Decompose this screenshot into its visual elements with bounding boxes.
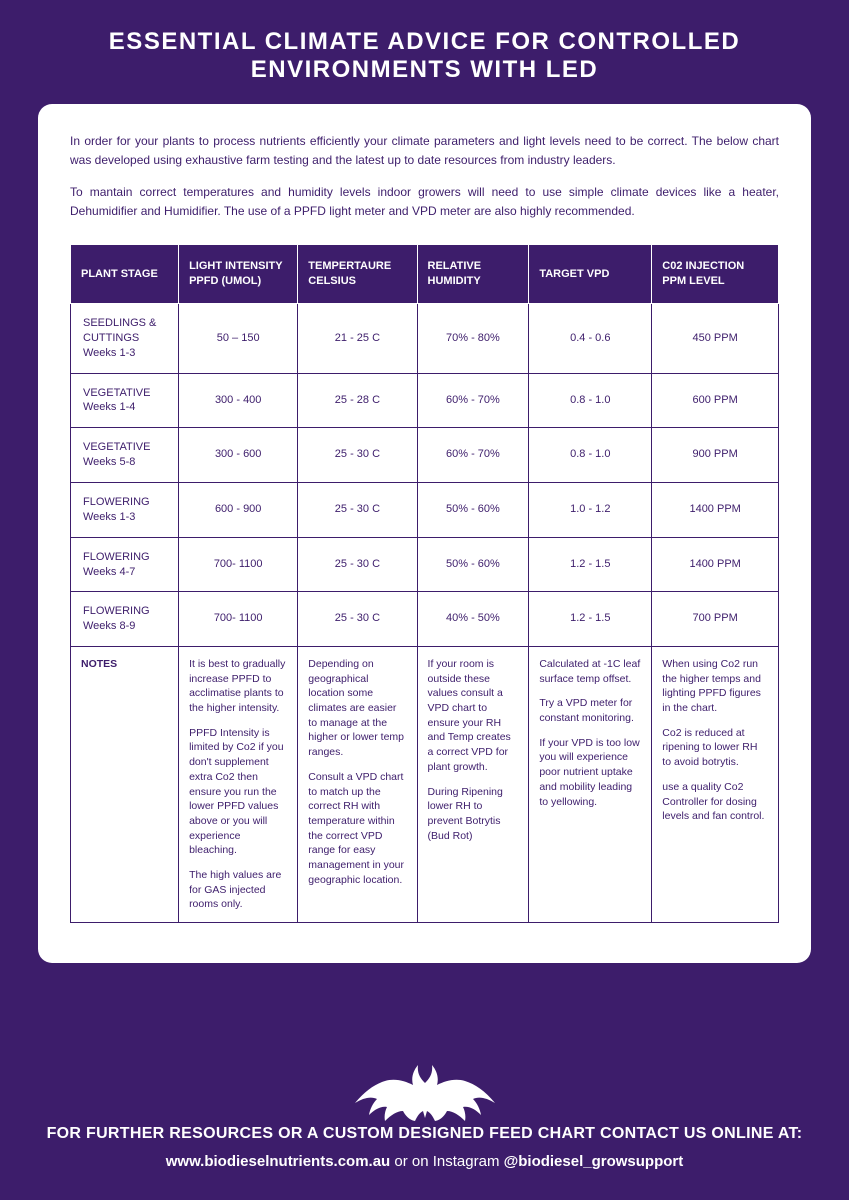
footer-connector: or on Instagram [390,1153,503,1170]
intro-paragraph-1: In order for your plants to process nutr… [70,132,779,169]
footer-heading: FOR FURTHER RESOURCES OR A CUSTOM DESIGN… [30,1125,819,1143]
cell-stage: SEEDLINGS & CUTTINGSWeeks 1-3 [71,304,179,374]
table-row: VEGETATIVEWeeks 5-8300 - 60025 - 30 C60%… [71,428,779,483]
cell-co2: 1400 PPM [652,482,779,537]
header-temp: TEMPERTAURE CELSIUS [298,245,417,304]
cell-stage: VEGETATIVEWeeks 1-4 [71,373,179,428]
cell-co2: 450 PPM [652,304,779,374]
cell-co2: 900 PPM [652,428,779,483]
cell-vpd: 1.2 - 1.5 [529,592,652,647]
table-row: VEGETATIVEWeeks 1-4300 - 40025 - 28 C60%… [71,373,779,428]
footer-handle: @biodiesel_growsupport [504,1153,684,1170]
cell-rh: 50% - 60% [417,482,529,537]
header-stage: PLANT STAGE [71,245,179,304]
intro-paragraph-2: To mantain correct temperatures and humi… [70,183,779,220]
cell-temp: 25 - 30 C [298,482,417,537]
cell-light: 300 - 600 [179,428,298,483]
cell-co2: 700 PPM [652,592,779,647]
cell-rh: 60% - 70% [417,373,529,428]
cell-rh: 50% - 60% [417,537,529,592]
notes-vpd: Calculated at -1C leaf surface temp offs… [529,647,652,923]
header-co2: C02 INJECTION PPM LEVEL [652,245,779,304]
cell-light: 50 – 150 [179,304,298,374]
cell-co2: 1400 PPM [652,537,779,592]
cell-vpd: 1.0 - 1.2 [529,482,652,537]
cell-vpd: 1.2 - 1.5 [529,537,652,592]
footer: FOR FURTHER RESOURCES OR A CUSTOM DESIGN… [0,1125,849,1170]
notes-rh: If your room is outside these values con… [417,647,529,923]
footer-contacts: www.biodieselnutrients.com.au or on Inst… [30,1153,819,1170]
cell-temp: 21 - 25 C [298,304,417,374]
table-row: FLOWERINGWeeks 8-9700- 110025 - 30 C40% … [71,592,779,647]
cell-stage: FLOWERINGWeeks 1-3 [71,482,179,537]
table-header-row: PLANT STAGE LIGHT INTENSITY PPFD (UMOL) … [71,245,779,304]
header-vpd: TARGET VPD [529,245,652,304]
notes-label: NOTES [71,647,179,923]
cell-vpd: 0.8 - 1.0 [529,373,652,428]
cell-rh: 60% - 70% [417,428,529,483]
notes-row: NOTESIt is best to gradually increase PP… [71,647,779,923]
cell-stage: FLOWERINGWeeks 4-7 [71,537,179,592]
cell-stage: VEGETATIVEWeeks 5-8 [71,428,179,483]
cell-rh: 40% - 50% [417,592,529,647]
notes-light: It is best to gradually increase PPFD to… [179,647,298,923]
cell-vpd: 0.4 - 0.6 [529,304,652,374]
cell-temp: 25 - 30 C [298,537,417,592]
cell-light: 600 - 900 [179,482,298,537]
cell-temp: 25 - 30 C [298,592,417,647]
footer-website: www.biodieselnutrients.com.au [166,1153,390,1170]
notes-co2: When using Co2 run the higher temps and … [652,647,779,923]
content-card: In order for your plants to process nutr… [38,104,811,963]
cell-light: 700- 1100 [179,537,298,592]
cell-light: 300 - 400 [179,373,298,428]
notes-temp: Depending on geographical location some … [298,647,417,923]
table-row: FLOWERINGWeeks 1-3600 - 90025 - 30 C50% … [71,482,779,537]
climate-table: PLANT STAGE LIGHT INTENSITY PPFD (UMOL) … [70,244,779,923]
header-rh: RELATIVE HUMIDITY [417,245,529,304]
cell-vpd: 0.8 - 1.0 [529,428,652,483]
cell-temp: 25 - 30 C [298,428,417,483]
cell-temp: 25 - 28 C [298,373,417,428]
cell-stage: FLOWERINGWeeks 8-9 [71,592,179,647]
table-body: SEEDLINGS & CUTTINGSWeeks 1-350 – 15021 … [71,304,779,923]
page-title: ESSENTIAL CLIMATE ADVICE FOR CONTROLLED … [0,0,849,104]
cell-co2: 600 PPM [652,373,779,428]
header-light: LIGHT INTENSITY PPFD (UMOL) [179,245,298,304]
cell-rh: 70% - 80% [417,304,529,374]
table-row: SEEDLINGS & CUTTINGSWeeks 1-350 – 15021 … [71,304,779,374]
cell-light: 700- 1100 [179,592,298,647]
table-row: FLOWERINGWeeks 4-7700- 110025 - 30 C50% … [71,537,779,592]
